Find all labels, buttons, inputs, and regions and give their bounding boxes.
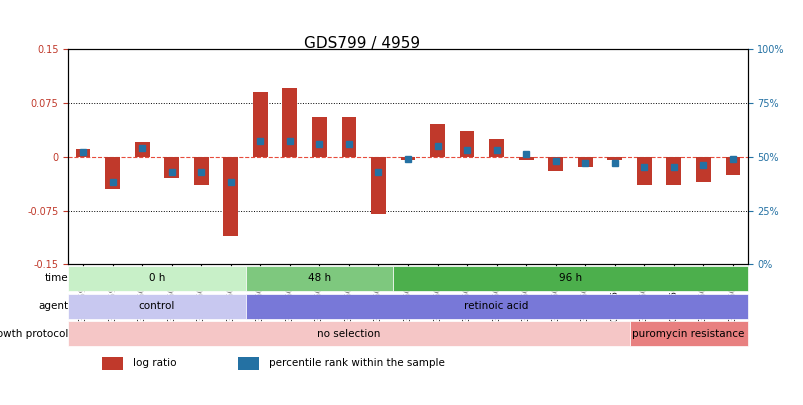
Bar — [102, 357, 123, 370]
Text: puromycin resistance: puromycin resistance — [632, 329, 744, 339]
Bar — [282, 88, 297, 157]
Text: 96 h: 96 h — [558, 273, 581, 283]
Bar — [400, 157, 415, 160]
FancyBboxPatch shape — [68, 322, 629, 346]
Text: GDS799 / 4959: GDS799 / 4959 — [304, 36, 419, 51]
Text: control: control — [139, 301, 175, 311]
Text: 0 h: 0 h — [149, 273, 165, 283]
Bar — [430, 124, 444, 157]
Text: 48 h: 48 h — [308, 273, 331, 283]
Text: log ratio: log ratio — [132, 358, 176, 368]
Bar — [75, 149, 91, 157]
Bar — [194, 157, 209, 185]
Bar — [238, 357, 259, 370]
Bar — [724, 157, 740, 175]
FancyBboxPatch shape — [629, 322, 747, 346]
Bar — [518, 157, 533, 160]
Text: time: time — [45, 273, 68, 283]
Bar — [135, 142, 149, 157]
FancyBboxPatch shape — [393, 266, 747, 291]
Bar — [371, 157, 385, 214]
Bar — [636, 157, 651, 185]
Bar — [341, 117, 356, 157]
Bar — [223, 157, 238, 236]
Text: agent: agent — [39, 301, 68, 311]
Text: retinoic acid: retinoic acid — [464, 301, 528, 311]
Text: no selection: no selection — [317, 329, 380, 339]
FancyBboxPatch shape — [68, 294, 245, 319]
Bar — [164, 157, 179, 178]
Text: percentile rank within the sample: percentile rank within the sample — [268, 358, 444, 368]
Bar — [253, 92, 267, 157]
FancyBboxPatch shape — [68, 266, 245, 291]
FancyBboxPatch shape — [245, 294, 747, 319]
Bar — [105, 157, 120, 189]
Bar — [606, 157, 622, 160]
Bar — [459, 131, 474, 157]
Bar — [666, 157, 680, 185]
Bar — [312, 117, 326, 157]
FancyBboxPatch shape — [245, 266, 393, 291]
Bar — [548, 157, 562, 171]
Bar — [489, 139, 503, 157]
Bar — [695, 157, 710, 182]
Text: growth protocol: growth protocol — [0, 329, 68, 339]
Bar — [577, 157, 592, 167]
